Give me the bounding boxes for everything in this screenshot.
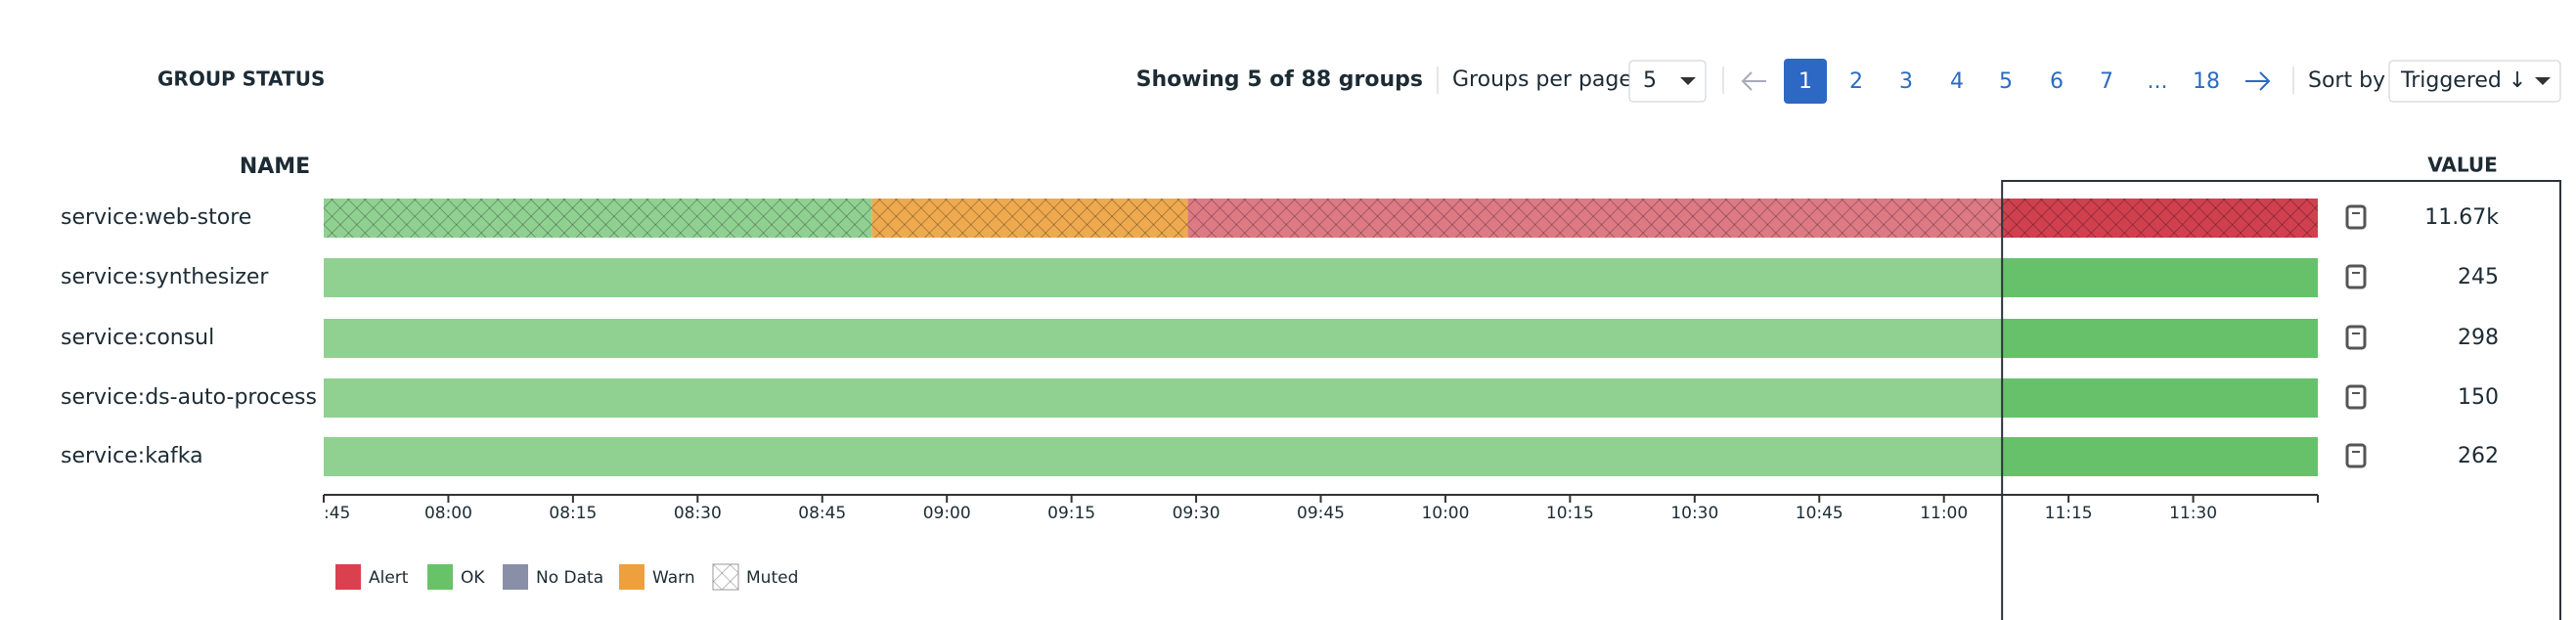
notebook-icon[interactable] xyxy=(2345,443,2367,468)
group-name: service:ds-auto-process xyxy=(61,385,317,410)
selected-range xyxy=(2001,180,2561,620)
axis-label: 10:15 xyxy=(1546,504,1594,523)
page-number: ... xyxy=(2148,69,2168,94)
group-value: 245 xyxy=(2458,265,2499,289)
page-number[interactable]: 18 xyxy=(2193,69,2220,94)
axis-label: 09:15 xyxy=(1047,504,1095,523)
icon-body xyxy=(2345,384,2367,410)
value-header: VALUE xyxy=(2427,154,2498,177)
group-value: 298 xyxy=(2458,326,2499,350)
axis-label: 10:00 xyxy=(1421,504,1469,523)
legend-label: Warn xyxy=(652,568,695,588)
status-segment-selected xyxy=(2002,319,2318,358)
next-arrow[interactable] xyxy=(2245,71,2271,91)
sort-select[interactable] xyxy=(2388,60,2561,103)
showing-count: Showing 5 of 88 groups xyxy=(1136,67,1423,92)
page-number[interactable]: 7 xyxy=(2100,69,2113,94)
status-segment xyxy=(324,437,2318,476)
group-name: service:synthesizer xyxy=(61,265,269,289)
legend-swatch xyxy=(619,564,644,590)
page-number[interactable]: 5 xyxy=(1999,69,2013,94)
axis-label: 09:30 xyxy=(1173,504,1221,523)
axis-label: 11:00 xyxy=(1920,504,1968,523)
axis-label: 09:00 xyxy=(923,504,971,523)
legend-swatch xyxy=(335,564,361,590)
muted-hatch xyxy=(871,199,1188,238)
axis-label: 08:00 xyxy=(424,504,472,523)
page-number[interactable]: 4 xyxy=(1950,69,1964,94)
status-segment-selected xyxy=(2002,378,2318,418)
group-name: service:consul xyxy=(61,326,214,350)
legend-label: OK xyxy=(461,568,485,588)
axis-label: :45 xyxy=(324,504,350,523)
status-segment-selected xyxy=(2002,437,2318,476)
page-number[interactable]: 3 xyxy=(1899,69,1913,94)
legend-swatch xyxy=(712,563,739,591)
group-name: service:web-store xyxy=(61,205,251,230)
status-segment xyxy=(324,319,2318,358)
notebook-icon[interactable] xyxy=(2345,384,2367,410)
axis-label: 10:45 xyxy=(1796,504,1843,523)
group-value: 262 xyxy=(2458,444,2499,468)
name-header: NAME xyxy=(240,155,310,179)
group-value: 150 xyxy=(2458,385,2499,410)
sort-value: Triggered ↓ xyxy=(2400,68,2526,93)
page-number[interactable]: 6 xyxy=(2050,69,2064,94)
legend-label: Muted xyxy=(746,568,798,588)
sort-label: Sort by xyxy=(2308,68,2385,93)
axis-label: 09:45 xyxy=(1297,504,1345,523)
icon-body xyxy=(2345,325,2367,350)
dropdown-caret xyxy=(1680,77,1696,85)
icon-body xyxy=(2345,264,2367,289)
dropdown-caret xyxy=(2535,77,2551,85)
axis-label: 08:15 xyxy=(549,504,597,523)
per-page-value: 5 xyxy=(1643,68,1657,93)
muted-hatch xyxy=(1187,199,2318,238)
legend-label: No Data xyxy=(536,568,603,588)
current-page-bg xyxy=(1784,59,1827,104)
notebook-icon[interactable] xyxy=(2345,264,2367,289)
icon-body xyxy=(2345,204,2367,230)
muted-hatch xyxy=(324,199,872,238)
icon-body xyxy=(2345,443,2367,468)
notebook-icon[interactable] xyxy=(2345,325,2367,350)
notebook-icon[interactable] xyxy=(2345,204,2367,230)
per-page-select[interactable] xyxy=(1628,60,1707,103)
page-number[interactable]: 1 xyxy=(1799,69,1812,94)
legend-swatch xyxy=(427,564,453,590)
group-name: service:kafka xyxy=(61,444,203,468)
section-title: GROUP STATUS xyxy=(157,67,325,91)
axis-label: 08:30 xyxy=(674,504,722,523)
axis-label: 11:30 xyxy=(2169,504,2217,523)
legend-swatch xyxy=(503,564,528,590)
page-number[interactable]: 2 xyxy=(1849,69,1863,94)
status-segment xyxy=(324,258,2318,297)
axis-label: 08:45 xyxy=(798,504,846,523)
per-page-label: Groups per page: xyxy=(1452,67,1639,92)
group-value: 11.67k xyxy=(2424,205,2499,230)
status-segment xyxy=(324,378,2318,418)
legend-label: Alert xyxy=(369,568,409,588)
axis-label: 11:15 xyxy=(2045,504,2093,523)
status-segment-selected xyxy=(2002,258,2318,297)
axis-label: 10:30 xyxy=(1670,504,1718,523)
prev-arrow[interactable] xyxy=(1741,71,1766,91)
